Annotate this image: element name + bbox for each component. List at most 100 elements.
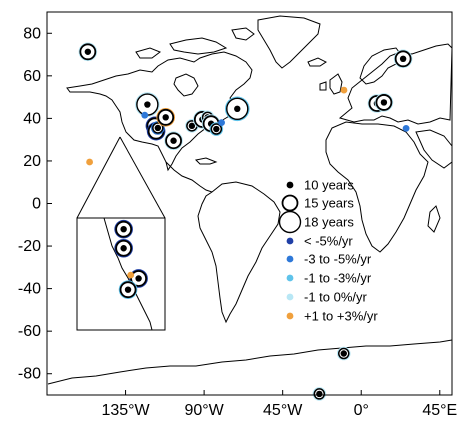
coastline-south-america xyxy=(197,181,281,324)
site-hawaii xyxy=(86,158,93,166)
coastline-central-america xyxy=(165,161,213,193)
coastline-arabia xyxy=(415,129,453,169)
x-tick-label: 45°W xyxy=(263,402,303,419)
y-tick-label: 80 xyxy=(23,25,41,42)
legend-marker xyxy=(286,181,294,189)
inset-site-inset-4 xyxy=(127,271,135,279)
y-tick-label: -80 xyxy=(18,366,41,383)
coastline-madagascar xyxy=(427,205,441,233)
site-central-europe-2 xyxy=(374,93,394,112)
site-dot xyxy=(127,271,135,279)
site-dot xyxy=(86,158,93,166)
y-axis-ticks: 80 60 40 20 0 -20 -40 -60 -80 xyxy=(18,25,52,383)
legend-marker xyxy=(281,194,299,212)
site-center-dot xyxy=(120,245,127,252)
legend-label: 15 years xyxy=(304,196,354,211)
legend-marker xyxy=(286,274,294,282)
site-center-dot xyxy=(120,226,127,233)
site-center-dot xyxy=(188,122,196,130)
site-pallas xyxy=(393,49,413,69)
site-center-dot xyxy=(340,350,347,357)
x-tick-label: 90°W xyxy=(184,402,224,419)
site-center-dot xyxy=(399,55,407,63)
legend-item: 15 years xyxy=(281,194,354,212)
inset-connector-right xyxy=(119,136,166,219)
inset-connector-lines xyxy=(76,136,166,219)
site-center-dot xyxy=(234,105,241,113)
coastline-greenland xyxy=(257,15,321,69)
legend-label: 10 years xyxy=(304,178,354,193)
y-tick-label: 20 xyxy=(23,153,41,170)
legend-label: 18 years xyxy=(304,215,354,230)
legend: 10 years 15 years 18 years < -5%/yr -3 to -5… xyxy=(278,178,378,324)
x-tick-label: 45°E xyxy=(422,402,457,419)
site-barrow xyxy=(78,42,98,62)
sites-layer xyxy=(78,42,413,401)
site-northeast xyxy=(224,96,250,122)
legend-marker xyxy=(278,210,302,234)
inset-coastline xyxy=(103,217,153,331)
legend-item: -1 to 0%/yr xyxy=(286,290,368,305)
legend-item: +1 to +3%/yr xyxy=(286,309,378,324)
site-center-dot xyxy=(162,114,169,121)
inset-site-inset-2 xyxy=(114,238,133,258)
coastline-africa xyxy=(325,121,429,253)
y-tick-label: -20 xyxy=(18,238,41,255)
inset-site-inset-5 xyxy=(118,280,138,299)
site-antarctica-coast xyxy=(336,346,351,361)
site-center-dot xyxy=(144,101,151,108)
inset-connector-left xyxy=(76,136,121,219)
site-southwest-1 xyxy=(156,108,176,127)
x-axis-ticks: 135°W 90°W 45°W 0° 45°E xyxy=(101,390,457,419)
legend-label: -1 to 0%/yr xyxy=(304,290,368,305)
site-center-dot xyxy=(124,286,132,293)
coastline-iceland xyxy=(307,57,327,67)
coastline-caribbean xyxy=(194,157,218,165)
coastline-eurasia xyxy=(338,43,453,125)
site-center-dot xyxy=(213,125,220,133)
site-pacific-nw-1 xyxy=(135,92,160,117)
site-eastern-med xyxy=(402,124,410,132)
legend-label: -3 to -5%/yr xyxy=(304,252,372,267)
site-east-1 xyxy=(209,122,224,136)
legend-item: 18 years xyxy=(278,210,354,234)
site-center-dot xyxy=(380,99,388,106)
legend-item: -3 to -5%/yr xyxy=(286,252,372,267)
site-center-dot xyxy=(154,124,162,132)
legend-label: +1 to +3%/yr xyxy=(304,309,378,324)
plot-frame xyxy=(46,11,453,396)
legend-marker xyxy=(286,237,294,245)
y-tick-label: 40 xyxy=(23,110,41,127)
legend-item: 10 years xyxy=(286,178,354,193)
site-center-dot xyxy=(170,137,177,144)
legend-marker xyxy=(286,293,294,301)
inset-panel xyxy=(76,217,166,331)
site-center-dot xyxy=(84,48,92,55)
legend-label: < -5%/yr xyxy=(304,234,353,249)
site-south-pole xyxy=(312,387,327,401)
legend-marker xyxy=(286,312,294,320)
y-tick-label: 0 xyxy=(32,196,41,213)
legend-marker xyxy=(286,255,294,263)
inset-sites-layer xyxy=(114,219,148,299)
site-center-dot xyxy=(135,275,142,282)
site-mace-head xyxy=(340,86,348,94)
site-pacific-nw-2 xyxy=(141,111,149,119)
site-texas xyxy=(164,131,183,151)
legend-item: < -5%/yr xyxy=(286,234,353,249)
coastline-antarctica xyxy=(47,339,453,385)
coastline-hudson-bay xyxy=(173,73,199,97)
x-tick-label: 135°W xyxy=(101,402,150,419)
y-tick-label: -60 xyxy=(18,323,41,340)
inset-site-inset-1 xyxy=(114,219,133,239)
x-tick-label: 0° xyxy=(354,402,369,419)
site-dot xyxy=(402,124,410,132)
legend-item: -1 to -3%/yr xyxy=(286,271,372,286)
y-tick-label: 60 xyxy=(23,68,41,85)
site-dot xyxy=(340,86,348,94)
y-tick-label: -40 xyxy=(18,281,41,298)
coastline-british-isles xyxy=(319,73,343,95)
coastline-arctic-islands xyxy=(135,27,255,59)
legend-label: -1 to -3%/yr xyxy=(304,271,372,286)
